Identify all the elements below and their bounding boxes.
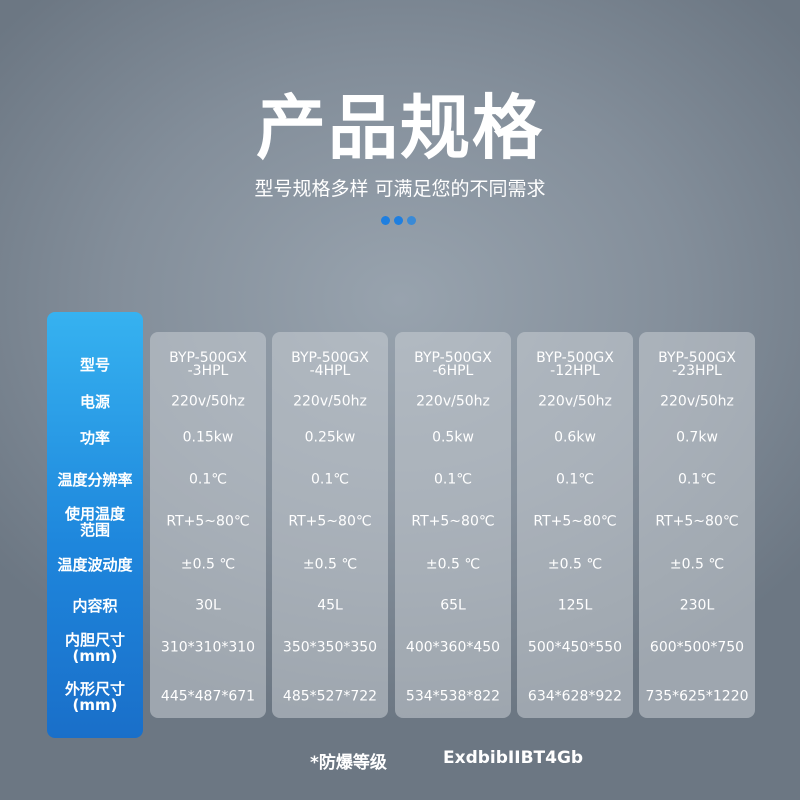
row-label: 外形尺寸 (mm) [64,680,125,714]
spec-cell: BYP-500GX -4HPL [291,350,369,379]
spec-cell: BYP-500GX -3HPL [169,350,247,379]
spec-cell: BYP-500GX -23HPL [658,350,736,379]
spec-cell: RT+5~80℃ [166,513,250,530]
row-label: 内容积 [72,597,118,615]
spec-cell: 485*527*722 [282,688,378,705]
spec-cell: BYP-500GX -6HPL [414,350,492,379]
dot-icon [394,216,403,225]
row-labels-column: 型号电源功率温度分辨率使用温度 范围温度波动度内容积内胆尺寸 (mm) 外形尺寸 … [47,312,143,738]
spec-cell: ±0.5 ℃ [425,556,481,573]
spec-cell: BYP-500GX -12HPL [536,350,614,379]
spec-cell: 220v/50hz [293,393,367,410]
spec-cell: 125L [557,597,593,614]
spec-cell: 0.1℃ [678,471,716,488]
spec-cell: 0.1℃ [189,471,227,488]
spec-cell: 0.1℃ [311,471,349,488]
dot-icon [381,216,390,225]
dot-icon [407,216,416,225]
spec-cell: 445*487*671 [160,688,256,705]
spec-cell: 735*625*1220 [645,688,749,705]
spec-cell: 0.5kw [432,429,474,446]
spec-cell: 220v/50hz [171,393,245,410]
spec-cell: 534*538*822 [405,688,501,705]
row-label: 功率 [79,429,110,447]
spec-cell: ±0.5 ℃ [669,556,725,573]
spec-cell: 30L [195,597,221,614]
spec-cell: 45L [317,597,343,614]
spec-cell: ±0.5 ℃ [180,556,236,573]
spec-cell: 220v/50hz [660,393,734,410]
spec-cell: 0.1℃ [434,471,472,488]
row-label: 使用温度 范围 [64,505,125,539]
spec-cell: 500*450*550 [527,639,623,656]
spec-cell: 600*500*750 [649,639,745,656]
spec-cell: RT+5~80℃ [411,513,495,530]
spec-cell: 220v/50hz [538,393,612,410]
explosion-proof-value: ExdbibIIBT4Gb [443,748,584,768]
spec-cell: 634*628*922 [527,688,623,705]
model-column: BYP-500GX -23HPL 220v/50hz 0.7kw 0.1℃ RT+5~8… [639,332,755,718]
spec-cell: ±0.5 ℃ [302,556,358,573]
model-column: BYP-500GX -12HPL 220v/50hz 0.6kw 0.1℃ RT+5~8… [517,332,633,718]
row-label: 型号 [79,356,110,374]
spec-cell: 310*310*310 [160,639,256,656]
decorative-dots [381,216,416,225]
spec-cell: RT+5~80℃ [533,513,617,530]
model-column: BYP-500GX -4HPL 220v/50hz 0.25kw 0.1℃ RT+5~8… [272,332,388,718]
explosion-proof-label: *防爆等级 [310,753,387,773]
spec-cell: RT+5~80℃ [655,513,739,530]
page-subtitle: 型号规格多样 可满足您的不同需求 [254,178,546,200]
spec-cell: 220v/50hz [416,393,490,410]
page-title: 产品规格 [256,87,544,169]
spec-cell: 400*360*450 [405,639,501,656]
spec-cell: 350*350*350 [282,639,378,656]
row-label: 温度波动度 [57,556,133,574]
row-label: 温度分辨率 [57,471,133,489]
row-label: 电源 [79,393,110,411]
spec-cell: ±0.5 ℃ [547,556,603,573]
spec-cell: RT+5~80℃ [288,513,372,530]
model-column: BYP-500GX -3HPL 220v/50hz 0.15kw 0.1℃ RT+5~8… [150,332,266,718]
spec-cell: 0.15kw [182,429,234,446]
spec-cell: 0.6kw [554,429,596,446]
spec-cell: 230L [679,597,715,614]
spec-cell: 0.7kw [676,429,718,446]
row-label: 内胆尺寸 (mm) [64,631,125,665]
spec-cell: 0.1℃ [556,471,594,488]
spec-cell: 65L [440,597,466,614]
spec-cell: 0.25kw [304,429,356,446]
model-column: BYP-500GX -6HPL 220v/50hz 0.5kw 0.1℃ RT+5~80… [395,332,511,718]
